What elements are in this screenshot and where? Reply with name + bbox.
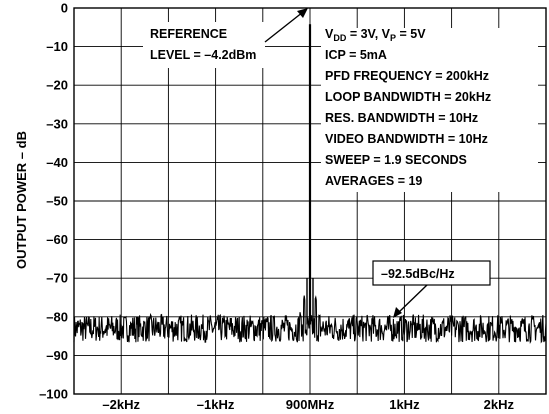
settings-text: VIDEO BANDWIDTH = 10Hz (325, 132, 488, 146)
settings-list: VDD = 3V, VP = 5V ICP = 5mA PFD FREQUENCY … (325, 27, 491, 188)
settings-text: V (325, 27, 334, 41)
reference-label-line2: LEVEL = –4.2dBm (150, 48, 256, 62)
noise-arrow-line (397, 284, 428, 314)
noise-label: –92.5dBc/Hz (381, 267, 455, 281)
plot-frame (73, 7, 547, 395)
reference-label-bg (143, 22, 265, 68)
settings-line: PFD FREQUENCY = 200kHz (325, 69, 489, 83)
noise-arrow-head (393, 307, 402, 318)
spectrum-trace (73, 24, 547, 344)
settings-text: RES. BANDWIDTH = 10Hz (325, 111, 478, 125)
subscript: P (390, 33, 396, 43)
y-tick-label: 0 (61, 1, 68, 16)
y-tick-label: –70 (46, 271, 68, 286)
settings-text: LOOP BANDWIDTH = 20kHz (325, 90, 491, 104)
settings-line: SWEEP = 1.9 SECONDS (325, 153, 467, 167)
y-tick-label: –10 (46, 39, 68, 54)
reference-arrow-line (264, 11, 304, 43)
x-tick-label: 900MHz (286, 397, 335, 412)
y-tick-label: –90 (46, 348, 68, 363)
reference-arrow-head (297, 8, 308, 18)
settings-line: LOOP BANDWIDTH = 20kHz (325, 90, 491, 104)
y-tick-label: –100 (39, 387, 68, 402)
y-tick-label: –20 (46, 78, 68, 93)
x-tick-label: –2kHz (102, 397, 140, 412)
settings-line: VDD = 3V, VP = 5V (325, 27, 426, 43)
annotations: REFERENCE LEVEL = –4.2dBm VDD = 3V, VP =… (143, 8, 538, 318)
settings-line: AVERAGES = 19 (325, 174, 422, 188)
settings-line: RES. BANDWIDTH = 10Hz (325, 111, 478, 125)
y-tick-label: –60 (46, 232, 68, 247)
x-tick-labels: –2kHz –1kHz 900MHz 1kHz 2kHz (102, 397, 514, 412)
settings-text: = 3V, V (346, 27, 390, 41)
reference-label-line1: REFERENCE (150, 27, 227, 41)
noise-label-box (372, 260, 491, 286)
settings-text: ICP = 5mA (325, 48, 387, 62)
noise-trace (73, 24, 547, 344)
plot-border (73, 7, 547, 395)
y-tick-label: –40 (46, 155, 68, 170)
settings-box-bg (321, 28, 538, 192)
settings-text: = 5V (396, 27, 426, 41)
x-tick-label: –1kHz (197, 397, 235, 412)
x-tick-label: 2kHz (484, 397, 515, 412)
settings-text: AVERAGES = 19 (325, 174, 422, 188)
subscript: DD (333, 33, 346, 43)
y-tick-labels: 0 –10 –20 –30 –40 –50 –60 –70 –80 –90 –100 (39, 1, 68, 402)
settings-line: ICP = 5mA (325, 48, 387, 62)
y-axis-label: OUTPUT POWER – dB (14, 131, 29, 269)
y-tick-label: –30 (46, 116, 68, 131)
y-tick-label: –80 (46, 309, 68, 324)
x-tick-label: 1kHz (389, 397, 420, 412)
y-tick-label: –50 (46, 194, 68, 209)
settings-line: VIDEO BANDWIDTH = 10Hz (325, 132, 488, 146)
settings-text: PFD FREQUENCY = 200kHz (325, 69, 489, 83)
settings-text: SWEEP = 1.9 SECONDS (325, 153, 467, 167)
